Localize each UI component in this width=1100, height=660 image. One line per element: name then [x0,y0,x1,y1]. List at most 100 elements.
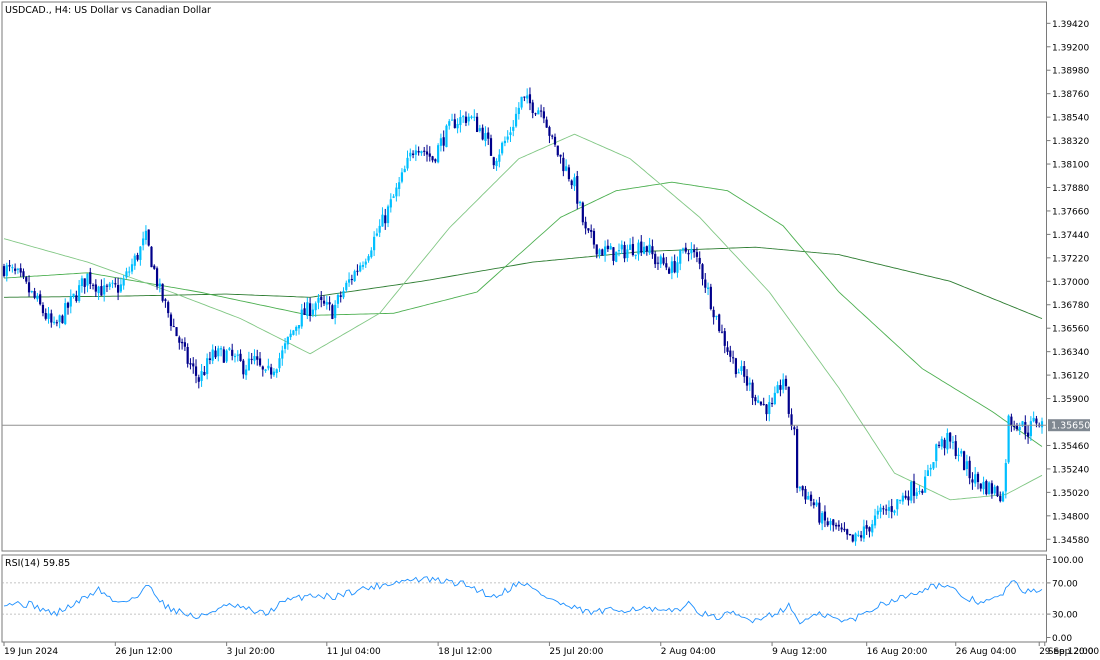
bear-candle [8,265,11,267]
price-tick-label: 1.39420 [1052,20,1089,30]
price-tick-label: 1.36780 [1052,301,1089,311]
bull-candle [133,255,136,266]
bull-candle [898,499,902,501]
bull-candle [676,262,679,273]
bull-candle [128,271,131,273]
bull-candle [97,286,100,294]
moving-average-line [3,133,1043,501]
price-tick-label: 1.37220 [1052,254,1089,264]
bull-candle [228,348,231,350]
bull-candle [473,116,476,118]
bull-candle [47,313,50,319]
bear-candle [256,356,259,360]
bull-candle [807,496,810,500]
bear-candle [417,151,420,153]
time-tick-label: 19 Jun 2024 [4,647,58,657]
bear-candle [150,246,153,268]
bear-candle [793,427,796,430]
bear-candle [734,358,737,375]
bull-candle [514,113,518,127]
bear-candle [667,268,671,274]
bull-candle [334,304,337,318]
bear-candle [19,268,22,273]
bear-candle [840,527,843,530]
bull-candle [965,461,968,470]
bull-candle [484,133,487,141]
bear-candle [270,367,273,375]
bear-candle [25,277,28,282]
bear-candle [523,96,526,98]
bear-candle [116,284,120,293]
bear-candle [832,519,835,526]
bull-candle [69,296,72,307]
time-tick-label: 11 Jul 04:00 [327,647,381,657]
bear-candle [261,366,264,370]
bull-candle [821,512,824,524]
bull-candle [1029,421,1032,437]
bull-candle [520,96,523,108]
bear-candle [979,483,982,489]
bull-candle [659,256,662,265]
price-tick-label: 1.34580 [1052,536,1089,546]
bear-candle [303,308,306,315]
bull-candle [459,117,462,126]
bull-candle [367,256,370,261]
bear-candle [328,302,331,305]
bull-candle [946,433,949,450]
bull-candle [862,526,865,539]
bear-candle [181,341,184,344]
price-tick-label: 1.38980 [1052,67,1089,77]
time-tick-label: 26 Aug 04:00 [956,647,1017,657]
bull-candle [609,245,612,250]
bear-candle [2,266,6,276]
bull-candle [306,302,309,316]
bull-candle [1032,417,1035,422]
bear-candle [846,529,849,535]
moving-average-line [4,246,1043,320]
bear-candle [640,241,643,253]
bear-candle [673,261,676,273]
bear-candle [167,302,170,314]
bull-candle [940,438,943,447]
bull-candle [740,366,743,371]
time-tick-label: 18 Jul 12:00 [438,647,492,657]
bear-candle [985,480,988,495]
bull-candle [211,349,214,361]
bear-candle [147,229,150,246]
bear-candle [1024,422,1027,434]
bear-candle [745,376,749,386]
bull-candle [278,358,281,369]
bull-candle [225,350,228,362]
bull-candle [960,451,963,454]
bear-candle [94,284,97,292]
bear-candle [545,119,548,128]
bear-candle [214,350,217,358]
bull-candle [924,476,927,493]
bear-candle [431,156,434,161]
bear-candle [885,509,888,511]
bull-candle [311,309,314,315]
bull-candle [829,521,832,525]
bull-candle [353,271,356,282]
bull-candle [378,225,381,233]
bull-candle [119,284,122,292]
rsi-line [3,576,1043,625]
bear-candle [687,252,690,255]
bear-candle [100,286,103,296]
bear-candle [999,495,1002,502]
bull-candle [267,365,270,369]
price-tick-label: 1.37440 [1052,231,1089,241]
chart-title: USDCAD., H4: US Dollar vs Canadian Dolla… [5,5,211,16]
bull-candle [974,474,977,484]
time-tick-label: 25 Jul 20:00 [549,647,603,657]
bull-candle [1018,427,1021,431]
bull-candle [935,444,938,462]
bear-candle [907,496,910,501]
bear-candle [843,528,846,531]
bear-candle [576,175,579,204]
bear-candle [968,460,971,479]
bear-candle [787,386,790,414]
bear-candle [14,268,17,271]
bull-candle [445,125,448,148]
bear-candle [1015,425,1019,430]
